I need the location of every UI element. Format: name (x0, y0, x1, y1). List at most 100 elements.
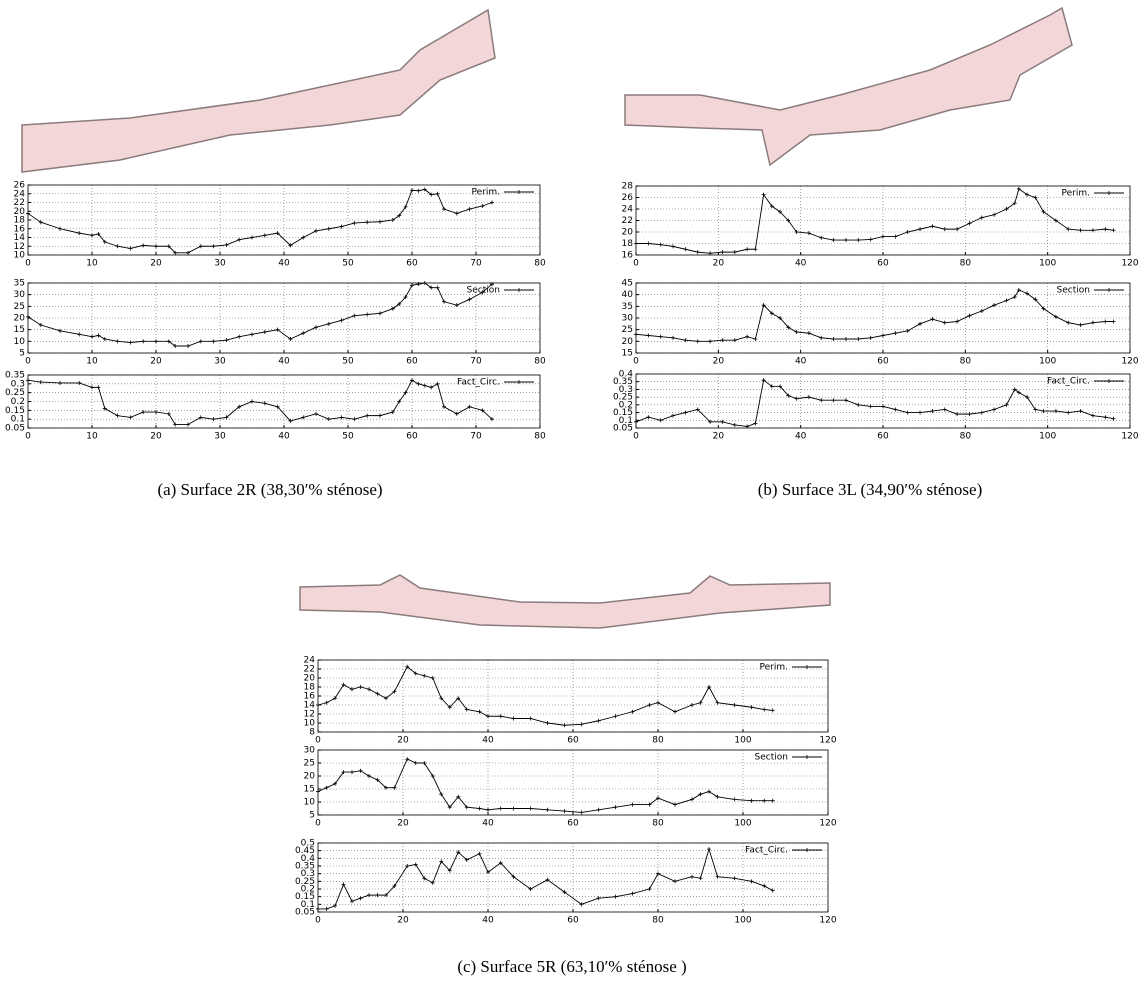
data-point (613, 714, 618, 719)
data-point (350, 687, 354, 692)
data-point (596, 718, 601, 723)
x-tick-label: 50 (342, 357, 354, 367)
data-point (490, 282, 494, 287)
y-tick-label: 28 (622, 182, 634, 192)
data-point (326, 417, 331, 422)
data-point (579, 810, 584, 815)
data-point (992, 407, 997, 412)
x-tick-label: 120 (1121, 432, 1138, 442)
data-point (762, 883, 767, 888)
data-point (96, 385, 101, 390)
data-point (375, 777, 380, 782)
data-point (486, 714, 490, 719)
data-point (732, 703, 737, 707)
data-point (198, 339, 203, 344)
data-point (467, 404, 472, 409)
data-point (350, 770, 354, 775)
x-tick-label: 100 (1039, 259, 1056, 269)
data-point (237, 334, 242, 339)
data-point (673, 709, 677, 714)
data-line (27, 282, 493, 347)
y-tick-label: 0.05 (5, 424, 25, 434)
data-point (1016, 186, 1021, 191)
data-point (881, 234, 885, 239)
data-point (579, 902, 584, 907)
x-tick-label: 60 (567, 916, 579, 926)
y-tick-label: 20 (622, 337, 634, 347)
y-tick-label: 8 (309, 728, 315, 738)
data-point (545, 721, 550, 725)
data-point (102, 337, 107, 341)
data-point (868, 404, 873, 409)
data-point (405, 664, 410, 669)
y-tick-label: 16 (14, 224, 26, 234)
data-point (528, 887, 533, 891)
data-point (464, 805, 469, 810)
y-tick-label: 5 (309, 811, 315, 821)
legend-marker (517, 190, 521, 194)
data-line (27, 188, 493, 254)
data-point (486, 807, 490, 812)
data-point (384, 893, 388, 898)
y-tick-label: 0.4 (619, 370, 634, 380)
data-point (77, 231, 82, 236)
data-point (545, 877, 550, 882)
data-point (707, 847, 711, 852)
data-point (324, 785, 329, 790)
legend-marker (805, 848, 809, 852)
data-point (656, 871, 660, 876)
data-point (454, 211, 459, 216)
data-point (647, 887, 652, 891)
x-tick-label: 0 (25, 259, 31, 269)
data-point (671, 335, 676, 340)
y-tick-label: 0.45 (295, 846, 315, 856)
data-point (562, 890, 567, 895)
data-point (498, 806, 503, 811)
data-point (732, 338, 737, 343)
data-point (250, 235, 254, 240)
data-point (683, 247, 688, 252)
x-tick-label: 40 (795, 432, 807, 442)
data-point (656, 700, 660, 705)
data-point (301, 331, 306, 336)
data-point (881, 333, 885, 338)
data-point (658, 418, 663, 423)
y-tick-label: 0.5 (301, 839, 315, 849)
legend-label: Section (1057, 286, 1090, 296)
data-point (250, 332, 254, 337)
data-point (671, 244, 676, 249)
y-tick-label: 0.05 (613, 424, 633, 434)
data-point (1033, 407, 1038, 412)
data-point (843, 238, 848, 243)
data-point (745, 247, 750, 252)
data-point (224, 338, 229, 343)
x-tick-label: 20 (713, 432, 725, 442)
data-point (1041, 409, 1046, 414)
x-tick-label: 60 (877, 357, 889, 367)
data-point (806, 231, 811, 236)
data-point (762, 798, 767, 803)
data-point (186, 422, 190, 427)
data-point (186, 250, 190, 255)
data-point (384, 696, 388, 701)
y-tick-label: 0.4 (301, 854, 316, 864)
data-point (708, 419, 713, 424)
data-point (545, 807, 550, 812)
data-point (166, 339, 171, 344)
data-point (831, 398, 836, 403)
data-point (422, 281, 427, 285)
data-point (673, 879, 677, 884)
data-point (498, 860, 503, 865)
data-point (770, 888, 775, 893)
data-point (288, 337, 293, 341)
vessel-image (624, 6, 1073, 167)
data-point (1012, 295, 1017, 299)
data-point (819, 235, 824, 240)
data-point (1103, 227, 1108, 232)
caption: (c) Surface 5R (63,10′% sténose ) (457, 957, 686, 976)
data-point (770, 798, 775, 803)
y-tick-label: 18 (304, 683, 316, 693)
data-point (732, 876, 737, 881)
data-point (237, 237, 242, 242)
